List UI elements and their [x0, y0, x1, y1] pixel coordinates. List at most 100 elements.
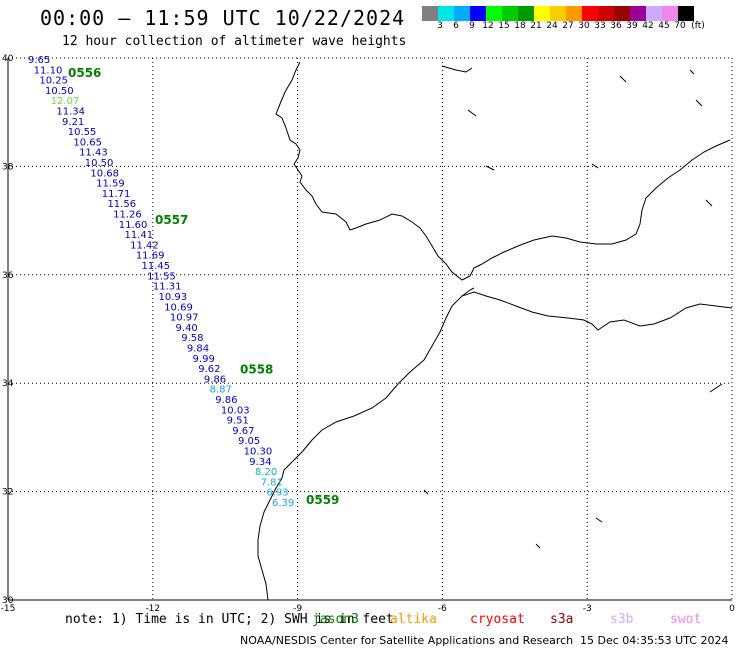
lon-tick-label: -3	[583, 604, 592, 614]
legend-label: 6	[453, 21, 459, 31]
legend-swatch	[598, 6, 614, 21]
lat-tick-label: 40	[2, 54, 14, 64]
legend-swatch	[630, 6, 646, 21]
wave-height-reading: 11.26	[113, 210, 142, 221]
wave-height-reading: 11.45	[141, 261, 170, 272]
wave-height-reading: 11.42	[130, 240, 159, 251]
wave-height-reading: 10.30	[244, 446, 273, 457]
satellite-name-s3a: s3a	[550, 612, 574, 627]
units-note: note: 1) Time is in UTC; 2) SWH is in fe…	[65, 612, 394, 627]
lon-tick-label: 0	[729, 604, 735, 614]
wave-height-reading: 10.93	[159, 292, 188, 303]
wave-height-reading: 11.34	[56, 107, 85, 118]
legend-unit: (ft)	[691, 21, 705, 31]
wave-height-reading: 9.99	[193, 354, 215, 365]
wave-height-reading: 11.56	[107, 199, 136, 210]
wave-height-reading: 7.81	[261, 477, 283, 488]
wave-height-reading: 10.25	[39, 76, 68, 87]
wave-height-reading: 10.50	[45, 86, 74, 97]
island-7	[705, 199, 713, 207]
wave-height-reading: 11.41	[124, 230, 153, 241]
lat-tick-label: 32	[2, 488, 13, 498]
graticule	[8, 57, 733, 600]
legend-label: 12	[482, 21, 494, 31]
track-time-label: 0559	[306, 493, 339, 507]
island-1	[619, 75, 627, 83]
legend-label: 21	[530, 21, 542, 31]
iberia-coast	[275, 61, 731, 281]
wave-height-reading: 6.93	[266, 488, 288, 499]
legend-label: 27	[562, 21, 574, 31]
legend-label: 45	[658, 21, 670, 31]
satellite-name-s3b: s3b	[610, 612, 634, 627]
island-3	[695, 99, 703, 107]
wave-height-reading: 10.03	[221, 405, 250, 416]
lat-tick-label: 30	[2, 596, 14, 606]
legend-swatch	[646, 6, 662, 21]
wave-height-reading: 8.87	[210, 385, 232, 396]
legend-label: 15	[498, 21, 510, 31]
wave-height-reading: 9.84	[187, 343, 209, 354]
africa-coast	[257, 291, 733, 601]
legend-label: 30	[578, 21, 590, 31]
north-coast-right	[441, 65, 473, 73]
island-2	[689, 69, 695, 75]
legend-swatch	[438, 6, 454, 21]
legend-swatch	[678, 6, 694, 21]
wave-height-reading: 10.65	[73, 137, 102, 148]
legend-label: 42	[642, 21, 654, 31]
wave-height-reading: 12.07	[51, 96, 80, 107]
track-time-labels: 0556 0557 0558 0559	[68, 66, 339, 507]
satellite-name-altika: altika	[390, 612, 437, 627]
wave-height-reading: 9.21	[62, 117, 84, 128]
wave-height-reading: 10.97	[170, 313, 199, 324]
legend-swatch	[422, 6, 438, 21]
wave-height-reading: 11.69	[136, 251, 165, 262]
wave-height-reading: 11.59	[96, 179, 125, 190]
legend-swatch	[518, 6, 534, 21]
wave-height-reading: 9.34	[249, 457, 271, 468]
credit-line: NOAA/NESDIS Center for Satellite Applica…	[240, 634, 574, 647]
lon-tick-label: -6	[438, 604, 447, 614]
lon-tick-label: -9	[293, 604, 302, 614]
lat-tick-label: 34	[2, 379, 14, 389]
legend-label: 24	[546, 21, 558, 31]
wave-height-reading: 9.65	[28, 55, 50, 66]
satellite-name-jason3: jason3	[312, 612, 359, 627]
island-5	[591, 163, 599, 169]
legend-label: 18	[514, 21, 526, 31]
legend-label: 33	[594, 21, 606, 31]
map-title: 00:00 – 11:59 UTC 10/22/2024	[40, 6, 406, 30]
wave-height-reading: 10.55	[68, 127, 97, 138]
map-subtitle: 12 hour collection of altimeter wave hei…	[62, 34, 407, 49]
island-4	[467, 109, 477, 117]
wave-height-reading: 10.69	[164, 302, 193, 313]
wave-height-reading: 10.68	[90, 168, 119, 179]
wave-height-reading: 11.55	[147, 271, 176, 282]
legend-swatch	[502, 6, 518, 21]
legend-swatch	[470, 6, 486, 21]
wave-height-reading: 11.43	[79, 148, 108, 159]
wave-height-reading: 11.71	[102, 189, 131, 200]
wave-height-reading: 11.31	[153, 282, 182, 293]
legend-label: 9	[469, 21, 475, 31]
island-10	[535, 543, 541, 549]
island-6	[485, 165, 495, 171]
legend-label: 70	[674, 21, 686, 31]
wave-height-reading: 10.50	[85, 158, 114, 169]
legend-swatch	[662, 6, 678, 21]
wave-height-reading: 9.58	[181, 333, 203, 344]
island-8	[423, 489, 429, 495]
lat-tick-label: 38	[2, 162, 14, 172]
satellite-name-swot: swot	[670, 612, 702, 627]
lon-tick-label: -12	[145, 604, 160, 614]
island-11	[709, 383, 723, 393]
satellite-legend: jason3 altika cryosat s3a s3b swot	[312, 612, 732, 628]
strait-detail	[461, 287, 475, 297]
islands	[423, 69, 723, 549]
wave-height-reading: 8.20	[255, 467, 277, 478]
track-time-label: 0557	[155, 213, 188, 227]
wave-height-reading: 11.60	[119, 220, 148, 231]
lat-tick-label: 36	[2, 271, 14, 281]
